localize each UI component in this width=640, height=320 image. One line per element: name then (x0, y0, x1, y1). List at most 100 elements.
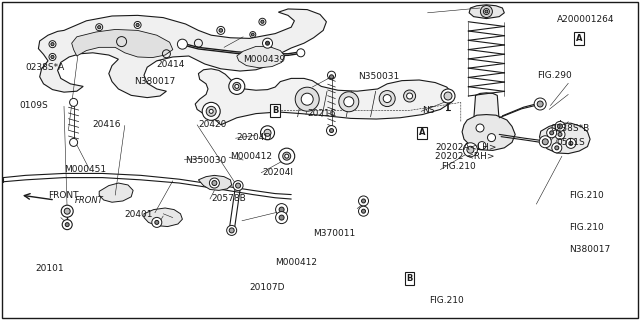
Circle shape (476, 124, 484, 132)
Circle shape (558, 132, 562, 136)
Circle shape (404, 90, 415, 102)
Circle shape (279, 207, 284, 212)
Circle shape (279, 148, 295, 164)
Circle shape (70, 99, 77, 106)
Circle shape (177, 39, 188, 49)
Circle shape (467, 146, 474, 153)
Circle shape (202, 102, 220, 120)
Text: 0238S*A: 0238S*A (26, 63, 65, 72)
Circle shape (252, 33, 254, 36)
Circle shape (279, 215, 284, 220)
Text: A200001264: A200001264 (557, 15, 614, 24)
Text: M000412: M000412 (275, 258, 317, 267)
Text: 20578B: 20578B (211, 194, 246, 203)
Circle shape (328, 71, 335, 79)
Circle shape (51, 55, 54, 59)
Circle shape (444, 92, 452, 100)
Polygon shape (99, 183, 133, 202)
Text: 20204D: 20204D (237, 133, 272, 142)
Circle shape (383, 95, 391, 103)
Circle shape (550, 131, 554, 135)
Text: FRONT: FRONT (48, 191, 79, 200)
Circle shape (217, 27, 225, 35)
Text: 20416: 20416 (93, 120, 122, 129)
Circle shape (155, 220, 159, 224)
Polygon shape (144, 208, 182, 227)
Circle shape (569, 141, 573, 145)
Circle shape (478, 141, 486, 150)
Circle shape (259, 18, 266, 25)
Circle shape (229, 78, 245, 94)
Text: B: B (272, 106, 278, 115)
Circle shape (49, 53, 56, 60)
Text: FIG.210: FIG.210 (429, 296, 463, 305)
Circle shape (555, 129, 565, 140)
Text: 20414: 20414 (157, 60, 185, 68)
Text: 20216: 20216 (307, 109, 336, 118)
Circle shape (276, 212, 287, 224)
Circle shape (65, 223, 69, 227)
Text: FIG.210: FIG.210 (570, 223, 604, 232)
Text: FIG.290: FIG.290 (538, 71, 572, 80)
Circle shape (152, 217, 162, 228)
Text: 20202A<LH>: 20202A<LH> (435, 143, 497, 152)
Circle shape (229, 228, 234, 233)
Text: M000412: M000412 (230, 152, 273, 161)
Circle shape (555, 146, 559, 150)
Circle shape (236, 183, 241, 188)
Circle shape (534, 98, 546, 110)
Text: A: A (419, 128, 426, 137)
Circle shape (212, 180, 217, 186)
Circle shape (219, 28, 223, 32)
Circle shape (339, 92, 359, 112)
Text: NS: NS (422, 106, 435, 115)
Text: 20202 <RH>: 20202 <RH> (435, 152, 495, 161)
Circle shape (49, 41, 56, 48)
Circle shape (235, 84, 239, 88)
Circle shape (406, 93, 413, 99)
Circle shape (481, 5, 492, 18)
Circle shape (70, 139, 77, 147)
Text: M370011: M370011 (314, 229, 356, 238)
Circle shape (134, 21, 141, 28)
Circle shape (547, 128, 557, 138)
Text: A: A (576, 34, 582, 43)
Polygon shape (72, 29, 173, 58)
Text: N380017: N380017 (570, 245, 611, 254)
Text: 0238S*B: 0238S*B (550, 124, 589, 132)
Circle shape (98, 26, 100, 29)
Circle shape (62, 220, 72, 230)
Text: FRONT: FRONT (75, 196, 104, 204)
Circle shape (276, 204, 287, 216)
Text: FIG.210: FIG.210 (442, 162, 476, 171)
Circle shape (362, 209, 365, 213)
Circle shape (285, 154, 289, 158)
Text: 20204I: 20204I (262, 168, 293, 177)
Circle shape (297, 49, 305, 57)
Circle shape (64, 208, 70, 214)
Polygon shape (462, 115, 515, 150)
Circle shape (233, 83, 241, 91)
Circle shape (209, 109, 213, 113)
Circle shape (344, 97, 354, 107)
Polygon shape (195, 69, 453, 125)
Text: B: B (406, 274, 413, 283)
Circle shape (537, 101, 543, 107)
Text: FIG.210: FIG.210 (570, 191, 604, 200)
Circle shape (330, 129, 333, 132)
Polygon shape (38, 9, 326, 98)
Text: 0511S: 0511S (557, 138, 586, 147)
Text: 20420: 20420 (198, 120, 227, 129)
Circle shape (266, 41, 269, 45)
Circle shape (555, 121, 565, 132)
Text: M000451: M000451 (64, 165, 106, 174)
Circle shape (330, 75, 333, 79)
Circle shape (358, 206, 369, 216)
Circle shape (358, 196, 369, 206)
Text: 0109S: 0109S (19, 101, 48, 110)
Polygon shape (474, 93, 499, 128)
Circle shape (233, 180, 243, 191)
Circle shape (227, 225, 237, 236)
Circle shape (295, 87, 319, 111)
Text: N350031: N350031 (358, 72, 399, 81)
